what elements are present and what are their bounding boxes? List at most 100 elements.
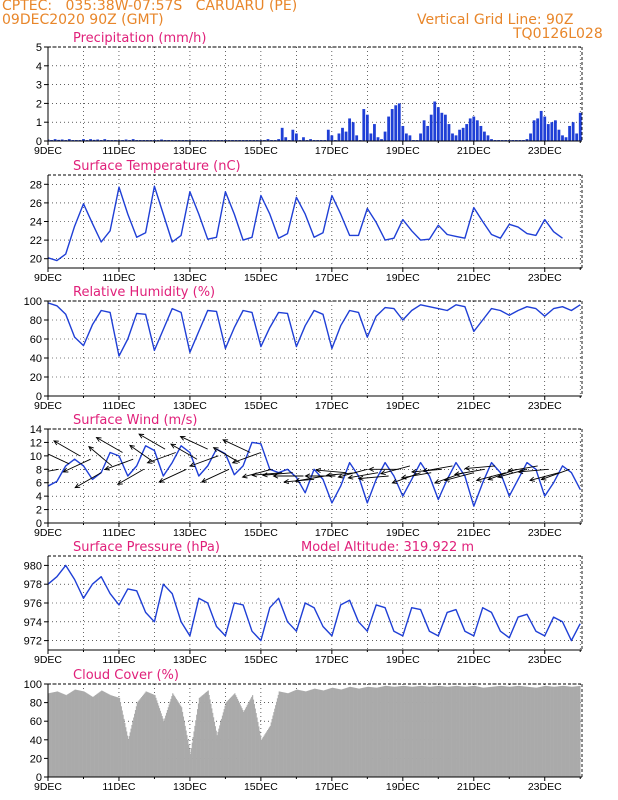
cloud-bar xyxy=(164,718,166,777)
precip-title: Precipitation (mm/h) xyxy=(73,31,206,46)
cloud-bar xyxy=(365,687,367,777)
cloud-bar xyxy=(77,690,79,777)
wind-series xyxy=(48,441,581,507)
cloud-bar xyxy=(565,686,567,777)
cloud-bar xyxy=(79,690,82,777)
cloud-bar xyxy=(382,686,384,777)
cloud-bar xyxy=(190,748,193,777)
wind-arrowhead xyxy=(464,465,471,471)
cloud-bar xyxy=(341,689,343,777)
wind-arrowhead xyxy=(170,443,177,449)
wind-arrow xyxy=(295,475,325,482)
x-tick-label: 9DEC xyxy=(34,654,62,666)
precip-bar xyxy=(532,120,536,141)
cloud-bar xyxy=(561,685,563,777)
cloud-bar xyxy=(61,693,63,777)
x-tick-label: 11DEC xyxy=(102,145,135,157)
cloud-bar xyxy=(578,686,580,777)
y-tick-label: 60 xyxy=(30,716,42,728)
cloud-bar xyxy=(237,700,240,777)
cloud-bar xyxy=(149,692,151,777)
precip-bar xyxy=(369,133,373,141)
cloud-bar xyxy=(242,710,244,777)
cloud-bar xyxy=(528,686,530,777)
cloud-bar xyxy=(358,688,360,777)
cloud-bar xyxy=(574,686,576,777)
cloud-bar xyxy=(293,690,295,777)
cloud-bar xyxy=(277,694,279,777)
cloud-bar xyxy=(437,685,439,777)
temp-title: Surface Temperature (nC) xyxy=(73,159,241,174)
cloud-bar xyxy=(67,694,69,777)
cloud-bar xyxy=(283,692,286,777)
cloud-bar xyxy=(555,686,557,777)
cloud-bar xyxy=(322,690,324,777)
cloud-bar xyxy=(166,710,169,777)
cloud-bar xyxy=(545,685,547,777)
cloud-bar xyxy=(82,691,84,777)
cloud-bar xyxy=(393,686,395,777)
cloud-bar xyxy=(433,686,436,777)
cloud-bar xyxy=(231,696,233,777)
cloud-bar xyxy=(329,688,331,777)
wind-arrow xyxy=(75,472,102,489)
cloud-bar xyxy=(469,686,471,777)
cloud-bar xyxy=(113,696,115,777)
wind-arrowhead xyxy=(391,478,398,484)
cloud-bar xyxy=(295,689,297,777)
cloud-bar xyxy=(385,685,387,777)
cloud-bar xyxy=(211,708,213,777)
cloud-bar xyxy=(265,732,267,777)
cloud-bar xyxy=(370,687,373,777)
cloud-bar xyxy=(339,689,342,777)
precip-bar xyxy=(291,129,295,141)
cloud-bar xyxy=(472,686,474,777)
code-header: TQ0126L028 xyxy=(513,26,603,42)
wind-arrowhead xyxy=(179,435,186,441)
cloud-bar xyxy=(414,686,416,777)
precip-series xyxy=(48,101,582,141)
cloud-bar xyxy=(91,696,93,777)
cloud-bar xyxy=(452,686,454,777)
x-tick-label: 19DEC xyxy=(386,781,420,793)
precip-bar xyxy=(451,133,454,141)
cloud-bar xyxy=(307,690,309,777)
cloud-bar xyxy=(203,694,205,777)
cloud-bar xyxy=(275,705,277,777)
wind-arrowhead xyxy=(540,475,547,481)
cloud-bar xyxy=(271,718,273,777)
cloud-bar xyxy=(64,694,67,777)
pres-series xyxy=(48,564,581,642)
cloud-bar xyxy=(115,696,117,777)
y-tick-label: 8 xyxy=(36,464,42,476)
cloud-bar xyxy=(251,696,253,777)
cloud-bar xyxy=(193,731,195,777)
cloud-bar xyxy=(228,698,231,777)
precip-bar xyxy=(483,131,486,141)
wind-arrowhead xyxy=(158,477,165,483)
precip-bar xyxy=(284,137,288,141)
wind-arrow xyxy=(497,468,528,478)
cloud-bar xyxy=(163,721,165,777)
cloud-bar xyxy=(258,726,260,777)
cloud-bar xyxy=(288,692,290,777)
cloud-bar xyxy=(306,691,308,777)
precip-bar xyxy=(465,124,469,141)
wind-arrow xyxy=(518,468,549,473)
cloud-bar xyxy=(199,697,201,777)
precip-bar xyxy=(103,139,107,141)
cloud-bar xyxy=(507,686,509,777)
wind-arrowhead xyxy=(325,472,332,478)
cloud-bar xyxy=(371,687,373,777)
cloud-bar xyxy=(110,695,113,777)
y-tick-label: 20 xyxy=(30,254,42,266)
x-tick-label: 23DEC xyxy=(528,781,562,793)
cloud-bar xyxy=(246,705,248,777)
x-tick-label: 11DEC xyxy=(102,400,135,412)
cloud-bar xyxy=(364,687,366,777)
y-tick-label: 972 xyxy=(24,636,42,648)
cloud-bar xyxy=(519,685,521,777)
cloud-bar xyxy=(399,686,401,777)
cloud-bar xyxy=(482,687,484,777)
cloud-bar xyxy=(274,708,276,777)
